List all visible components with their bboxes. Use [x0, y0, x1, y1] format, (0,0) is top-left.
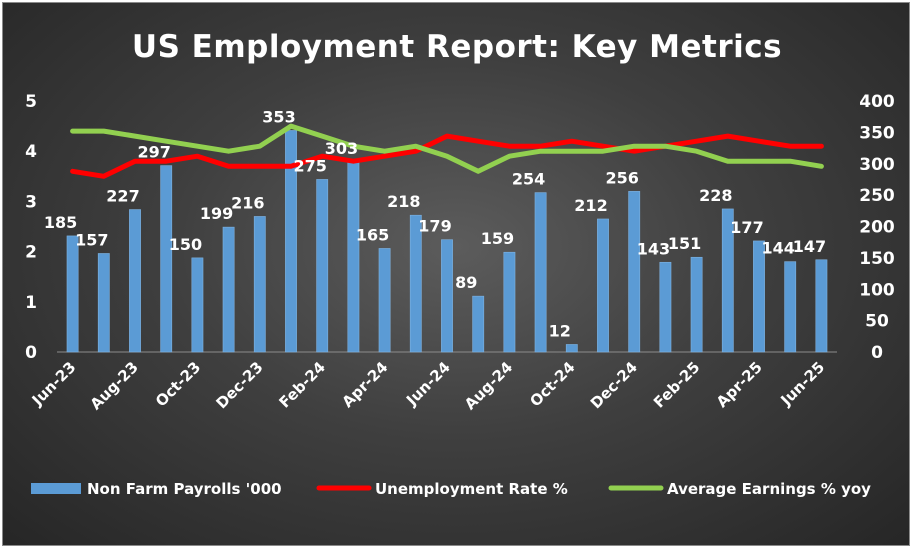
payrolls-data-label: 297	[137, 143, 170, 162]
average-earnings-line	[70, 123, 824, 174]
payrolls-data-label: 151	[668, 234, 701, 253]
y-left-tick-label: 0	[25, 343, 37, 363]
y-left-tick-label: 1	[25, 293, 37, 313]
x-tick-label: Jun-24	[402, 358, 454, 410]
payrolls-bar	[534, 192, 547, 353]
payrolls-bar	[285, 130, 297, 353]
payrolls-bar	[659, 261, 672, 353]
legend: Non Farm Payrolls '000 Unemployment Rate …	[31, 480, 871, 498]
y-right-tick-label: 350	[859, 123, 895, 143]
y-left-tick-label: 3	[25, 192, 37, 212]
payrolls-bar	[129, 209, 141, 353]
payrolls-data-label: 179	[418, 217, 451, 236]
legend-swatch-payrolls	[31, 483, 81, 494]
x-tick-label: Jun-25	[777, 358, 829, 410]
payrolls-data-label: 218	[387, 192, 420, 211]
x-tick-label: Dec-23	[212, 358, 266, 412]
payrolls-data-label: 227	[106, 187, 139, 206]
payrolls-bar	[191, 257, 204, 353]
payrolls-data-label: 185	[44, 213, 77, 232]
y-left-tick-label: 2	[25, 243, 37, 263]
x-tick-label: Oct-24	[526, 358, 578, 410]
x-tick-label: Aug-24	[461, 358, 516, 413]
payrolls-bar	[253, 216, 266, 353]
payrolls-data-label: 212	[574, 196, 607, 215]
payrolls-data-label: 256	[605, 168, 638, 187]
y-right-tick-label: 0	[871, 343, 883, 363]
x-tick-label: Jun-23	[28, 358, 80, 410]
payrolls-bar	[628, 191, 641, 353]
payrolls-bar	[597, 218, 609, 353]
payrolls-data-label: 89	[455, 273, 477, 292]
payrolls-bar	[316, 179, 329, 353]
y-right-tick-label: 400	[859, 92, 895, 112]
payrolls-bar	[66, 235, 79, 353]
payrolls-bar	[753, 240, 765, 353]
payrolls-data-label: 147	[793, 237, 826, 256]
x-tick-label: Feb-25	[650, 358, 703, 411]
payrolls-data-label: 165	[356, 225, 389, 244]
payrolls-bar	[441, 239, 453, 353]
plot-area: 0123450501001502002503003504001851572272…	[25, 92, 895, 413]
payrolls-data-label: 216	[231, 193, 264, 212]
x-tick-label: Aug-23	[87, 358, 142, 413]
y-left-tick-label: 4	[25, 142, 37, 162]
y-right-tick-label: 50	[865, 312, 889, 332]
payrolls-data-label: 199	[200, 204, 233, 223]
chart-title: US Employment Report: Key Metrics	[132, 29, 782, 65]
y-right-tick-label: 150	[859, 249, 895, 269]
payrolls-data-label: 353	[262, 107, 295, 126]
x-tick-label: Apr-24	[339, 358, 392, 411]
payrolls-bar	[347, 161, 360, 353]
y-right-tick-label: 100	[859, 280, 895, 300]
payrolls-data-label: 303	[325, 139, 358, 158]
payrolls-bar	[409, 214, 422, 353]
payrolls-data-label: 157	[75, 230, 108, 249]
payrolls-bar	[97, 253, 110, 353]
legend-label: Non Farm Payrolls '000	[87, 480, 282, 498]
x-tick-label: Feb-24	[276, 358, 329, 411]
payrolls-bar	[815, 259, 828, 353]
payrolls-bar	[690, 256, 703, 353]
legend-label: Unemployment Rate %	[375, 480, 568, 498]
payrolls-bar	[503, 251, 516, 353]
y-right-tick-label: 300	[859, 155, 895, 175]
payrolls-bar	[378, 248, 391, 353]
payrolls-data-label: 228	[699, 186, 732, 205]
payrolls-data-label: 144	[761, 239, 794, 258]
unemployment-rate-line	[70, 133, 824, 179]
payrolls-data-label: 150	[169, 235, 202, 254]
y-left-tick-label: 5	[25, 92, 37, 112]
y-right-tick-label: 250	[859, 186, 895, 206]
payrolls-bar	[784, 261, 797, 353]
x-tick-label: Dec-24	[587, 358, 641, 412]
payrolls-bar	[160, 165, 173, 353]
chart: US Employment Report: Key Metrics 012345…	[25, 29, 895, 498]
legend-label: Average Earnings % yoy	[667, 480, 871, 498]
payrolls-data-label: 12	[549, 321, 571, 340]
y-right-tick-label: 200	[859, 218, 895, 238]
payrolls-data-label: 159	[481, 229, 514, 248]
payrolls-bar	[565, 344, 578, 353]
x-tick-label: Apr-25	[713, 358, 766, 411]
payrolls-bar	[721, 208, 734, 353]
payrolls-data-label: 177	[730, 218, 763, 237]
payrolls-data-label: 143	[637, 239, 670, 258]
x-tick-label: Oct-23	[152, 358, 204, 410]
payrolls-data-label: 275	[293, 156, 326, 175]
payrolls-bar	[222, 226, 235, 353]
payrolls-data-label: 254	[512, 170, 545, 189]
payrolls-bar	[472, 295, 485, 353]
